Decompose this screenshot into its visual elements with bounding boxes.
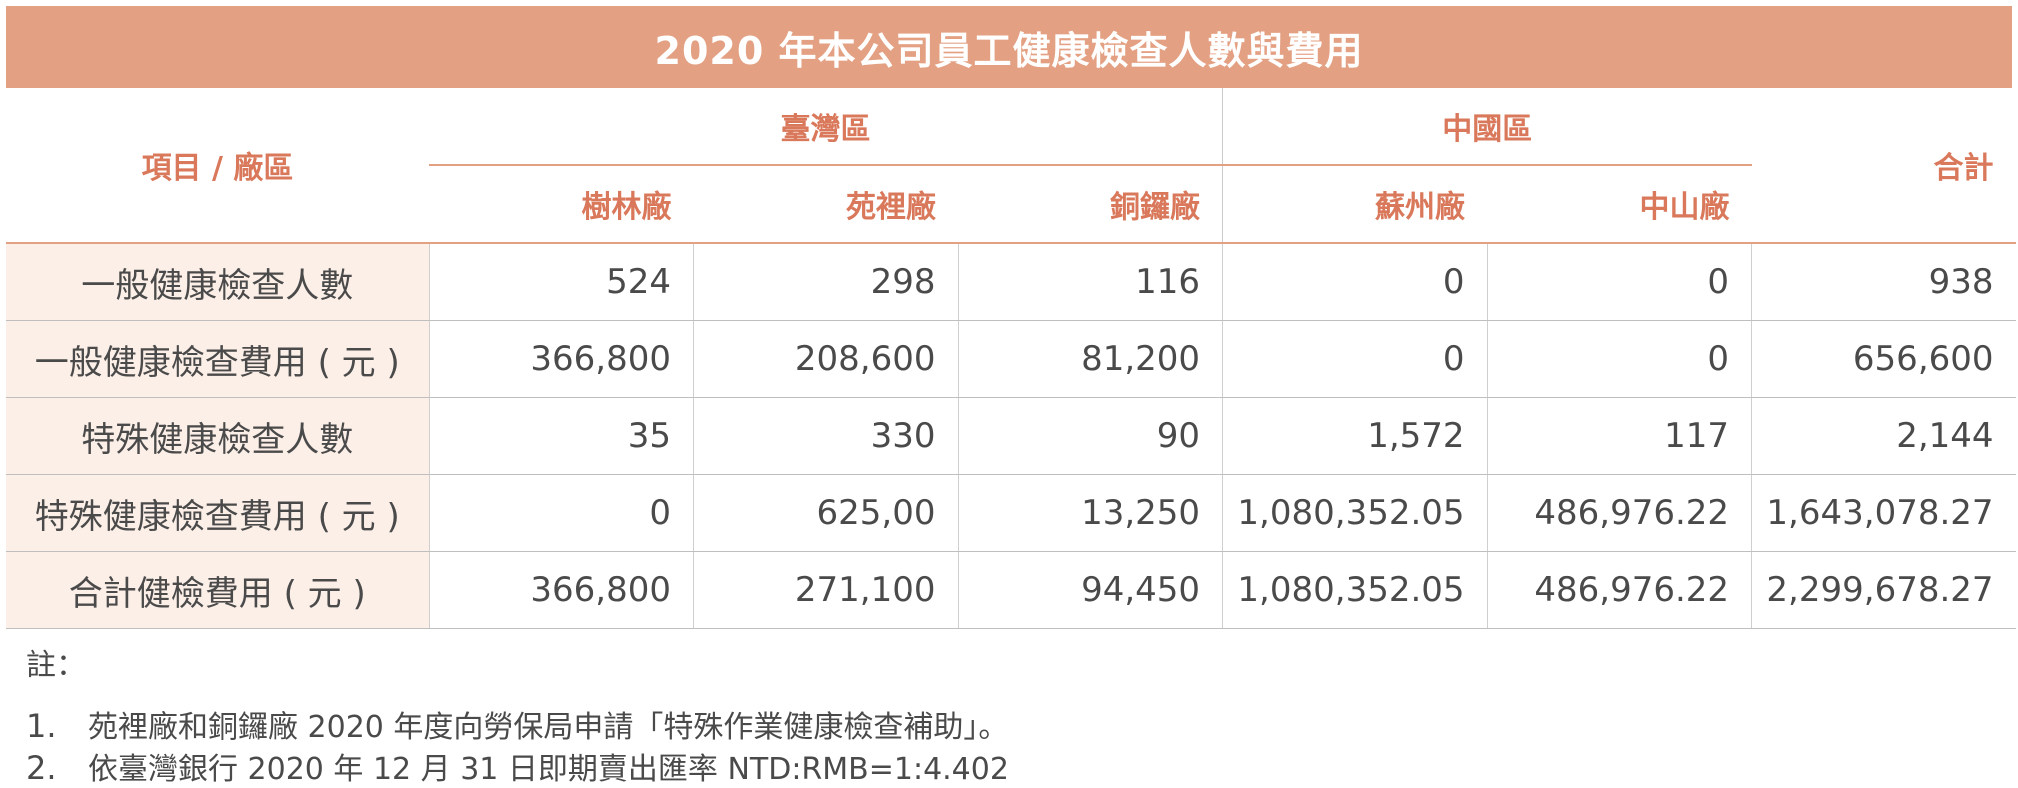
table-cell-total: 2,144 [1751, 397, 2016, 475]
notes-section: 註： 1. 苑裡廠和銅鑼廠 2020 年度向勞保局申請「特殊作業健康檢查補助」。… [26, 640, 1009, 787]
row-label: 特殊健康檢查人數 [6, 397, 429, 475]
table-cell: 0 [428, 474, 694, 552]
note-text: 依臺灣銀行 2020 年 12 月 31 日即期賣出匯率 NTD:RMB=1:4… [88, 752, 1009, 787]
table-row: 一般健康檢查人數 524 298 116 0 0 938 [6, 243, 2016, 321]
table-cell: 90 [957, 397, 1223, 475]
table-cell: 0 [1222, 320, 1488, 398]
row-label: 一般健康檢查費用 ( 元 ) [6, 320, 429, 398]
note-number: 2. [26, 749, 57, 787]
row-label: 一般健康檢查人數 [6, 243, 429, 321]
table-cell: 366,800 [428, 320, 694, 398]
row-label: 特殊健康檢查費用 ( 元 ) [6, 474, 429, 552]
row-label: 合計健檢費用 ( 元 ) [6, 551, 429, 629]
table-cell: 366,800 [428, 551, 694, 629]
table-cell-total: 1,643,078.27 [1751, 474, 2016, 552]
notes-heading: 註： [26, 648, 86, 683]
note-number: 1. [26, 707, 57, 745]
table-cell: 486,976.22 [1486, 551, 1752, 629]
health-check-table: 項目 / 廠區 臺灣區 中國區 合計 樹林廠 苑裡廠 銅鑼廠 蘇州廠 中山廠 一… [6, 88, 2016, 629]
table-cell-total: 656,600 [1751, 320, 2016, 398]
table-cell: 486,976.22 [1486, 474, 1752, 552]
table-cell: 81,200 [957, 320, 1223, 398]
table-row: 特殊健康檢查費用 ( 元 ) 0 625,00 13,250 1,080,352… [6, 474, 2016, 552]
note-item: 1. 苑裡廠和銅鑼廠 2020 年度向勞保局申請「特殊作業健康檢查補助」。 [26, 702, 1009, 745]
region-header-taiwan: 臺灣區 [429, 88, 1224, 166]
table-cell: 35 [428, 397, 694, 475]
table-cell: 330 [693, 397, 958, 475]
table-cell: 13,250 [957, 474, 1223, 552]
table-cell: 94,450 [957, 551, 1223, 629]
plant-header-zhongshan: 中山廠 [1487, 165, 1752, 244]
table-cell: 117 [1486, 397, 1752, 475]
plant-header-shulin: 樹林廠 [429, 165, 694, 244]
table-row: 合計健檢費用 ( 元 ) 366,800 271,100 94,450 1,08… [6, 551, 2016, 629]
note-item: 2. 依臺灣銀行 2020 年 12 月 31 日即期賣出匯率 NTD:RMB=… [26, 744, 1009, 787]
table-cell: 625,00 [693, 474, 958, 552]
table-cell: 116 [957, 243, 1223, 321]
table-cell: 524 [428, 243, 694, 321]
table-row: 特殊健康檢查人數 35 330 90 1,572 117 2,144 [6, 397, 2016, 475]
table-cell: 0 [1486, 243, 1752, 321]
plant-header-tongluo: 銅鑼廠 [958, 165, 1224, 244]
plant-header-yuanli: 苑裡廠 [693, 165, 958, 244]
note-text: 苑裡廠和銅鑼廠 2020 年度向勞保局申請「特殊作業健康檢查補助」。 [88, 710, 1009, 745]
total-header: 合計 [1751, 88, 2016, 244]
table-cell: 1,080,352.05 [1222, 474, 1488, 552]
table-cell-total: 938 [1751, 243, 2016, 321]
region-header-china: 中國區 [1222, 88, 1752, 166]
table-cell: 0 [1486, 320, 1752, 398]
table-cell: 208,600 [693, 320, 958, 398]
table-cell: 271,100 [693, 551, 958, 629]
table-title: 2020 年本公司員工健康檢查人數與費用 [6, 6, 2012, 88]
item-plant-header: 項目 / 廠區 [6, 88, 429, 244]
table-cell: 298 [693, 243, 958, 321]
table-cell: 1,080,352.05 [1222, 551, 1488, 629]
table-row: 一般健康檢查費用 ( 元 ) 366,800 208,600 81,200 0 … [6, 320, 2016, 398]
table-cell-total: 2,299,678.27 [1751, 551, 2016, 629]
table-cell: 1,572 [1222, 397, 1488, 475]
plant-header-suzhou: 蘇州廠 [1222, 165, 1488, 244]
table-cell: 0 [1222, 243, 1488, 321]
